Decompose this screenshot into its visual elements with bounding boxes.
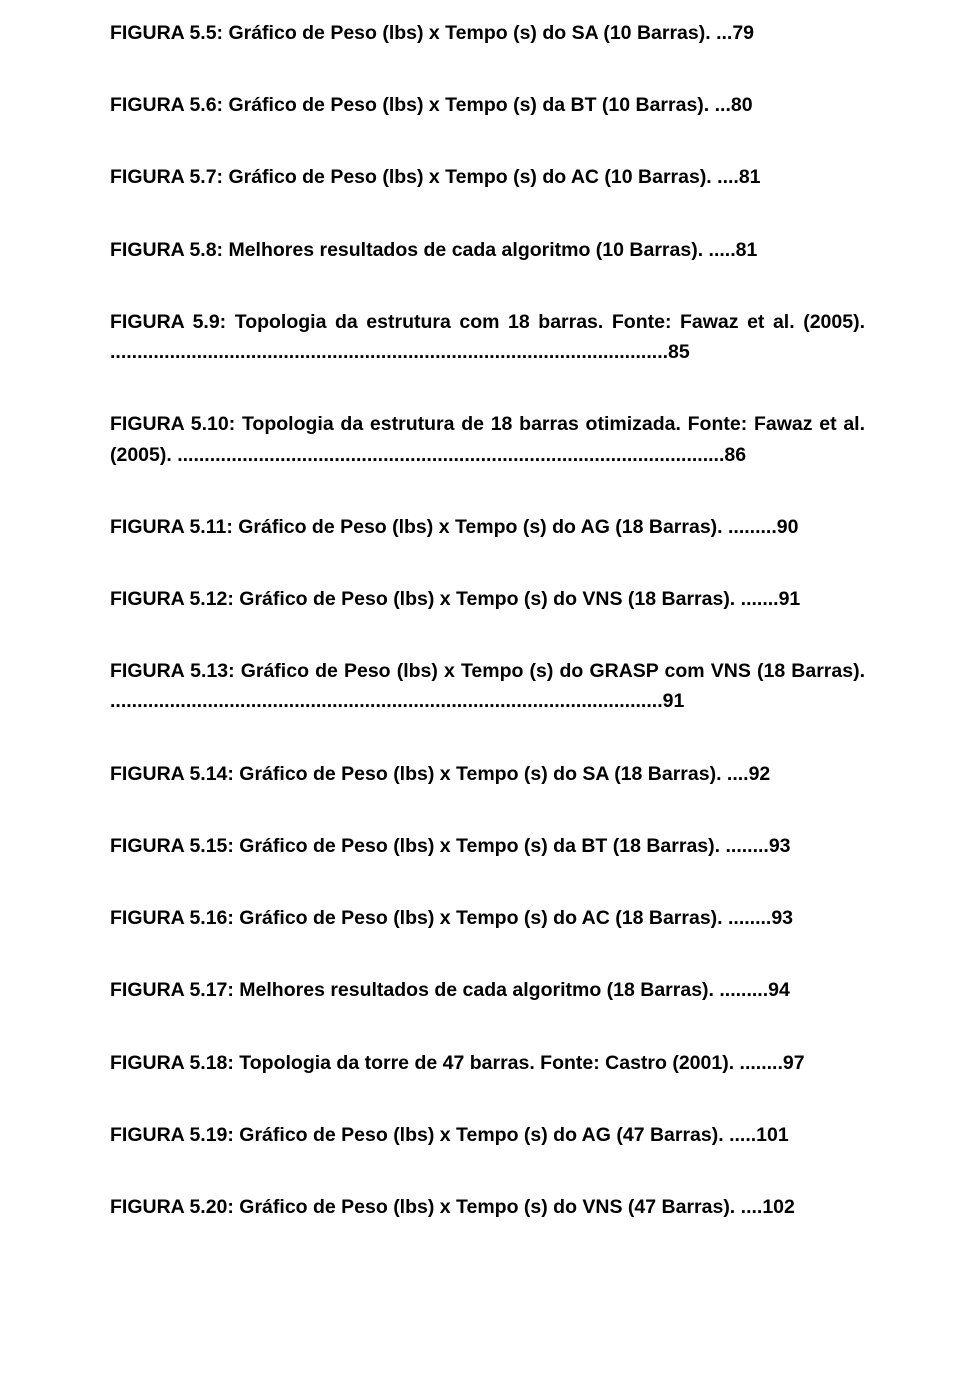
toc-entry: FIGURA 5.11: Gráfico de Peso (lbs) x Tem… <box>110 512 865 542</box>
toc-entry: FIGURA 5.16: Gráfico de Peso (lbs) x Tem… <box>110 903 865 933</box>
toc-entry: FIGURA 5.7: Gráfico de Peso (lbs) x Temp… <box>110 162 865 192</box>
toc-entry: FIGURA 5.15: Gráfico de Peso (lbs) x Tem… <box>110 831 865 861</box>
toc-entry: FIGURA 5.18: Topologia da torre de 47 ba… <box>110 1048 865 1078</box>
toc-entry: FIGURA 5.9: Topologia da estrutura com 1… <box>110 307 865 367</box>
toc-entry: FIGURA 5.5: Gráfico de Peso (lbs) x Temp… <box>110 18 865 48</box>
toc-entry: FIGURA 5.6: Gráfico de Peso (lbs) x Temp… <box>110 90 865 120</box>
toc-entry: FIGURA 5.13: Gráfico de Peso (lbs) x Tem… <box>110 656 865 716</box>
list-of-figures: FIGURA 5.5: Gráfico de Peso (lbs) x Temp… <box>110 18 865 1222</box>
toc-entry: FIGURA 5.14: Gráfico de Peso (lbs) x Tem… <box>110 759 865 789</box>
toc-entry: FIGURA 5.17: Melhores resultados de cada… <box>110 975 865 1005</box>
toc-entry: FIGURA 5.8: Melhores resultados de cada … <box>110 235 865 265</box>
toc-entry: FIGURA 5.12: Gráfico de Peso (lbs) x Tem… <box>110 584 865 614</box>
toc-entry: FIGURA 5.19: Gráfico de Peso (lbs) x Tem… <box>110 1120 865 1150</box>
toc-entry: FIGURA 5.20: Gráfico de Peso (lbs) x Tem… <box>110 1192 865 1222</box>
toc-entry: FIGURA 5.10: Topologia da estrutura de 1… <box>110 409 865 469</box>
